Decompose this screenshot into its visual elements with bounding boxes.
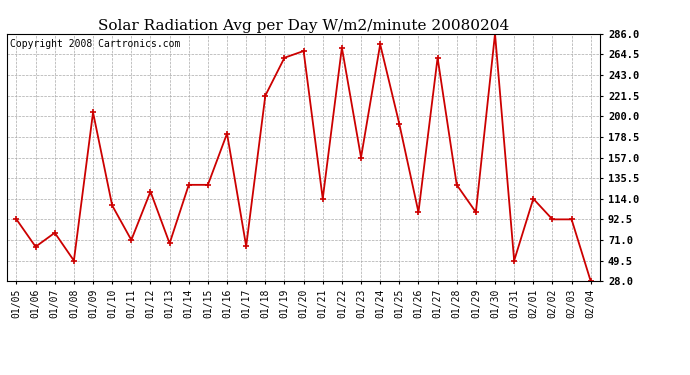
Title: Solar Radiation Avg per Day W/m2/minute 20080204: Solar Radiation Avg per Day W/m2/minute … — [98, 19, 509, 33]
Text: Copyright 2008 Cartronics.com: Copyright 2008 Cartronics.com — [10, 39, 180, 49]
